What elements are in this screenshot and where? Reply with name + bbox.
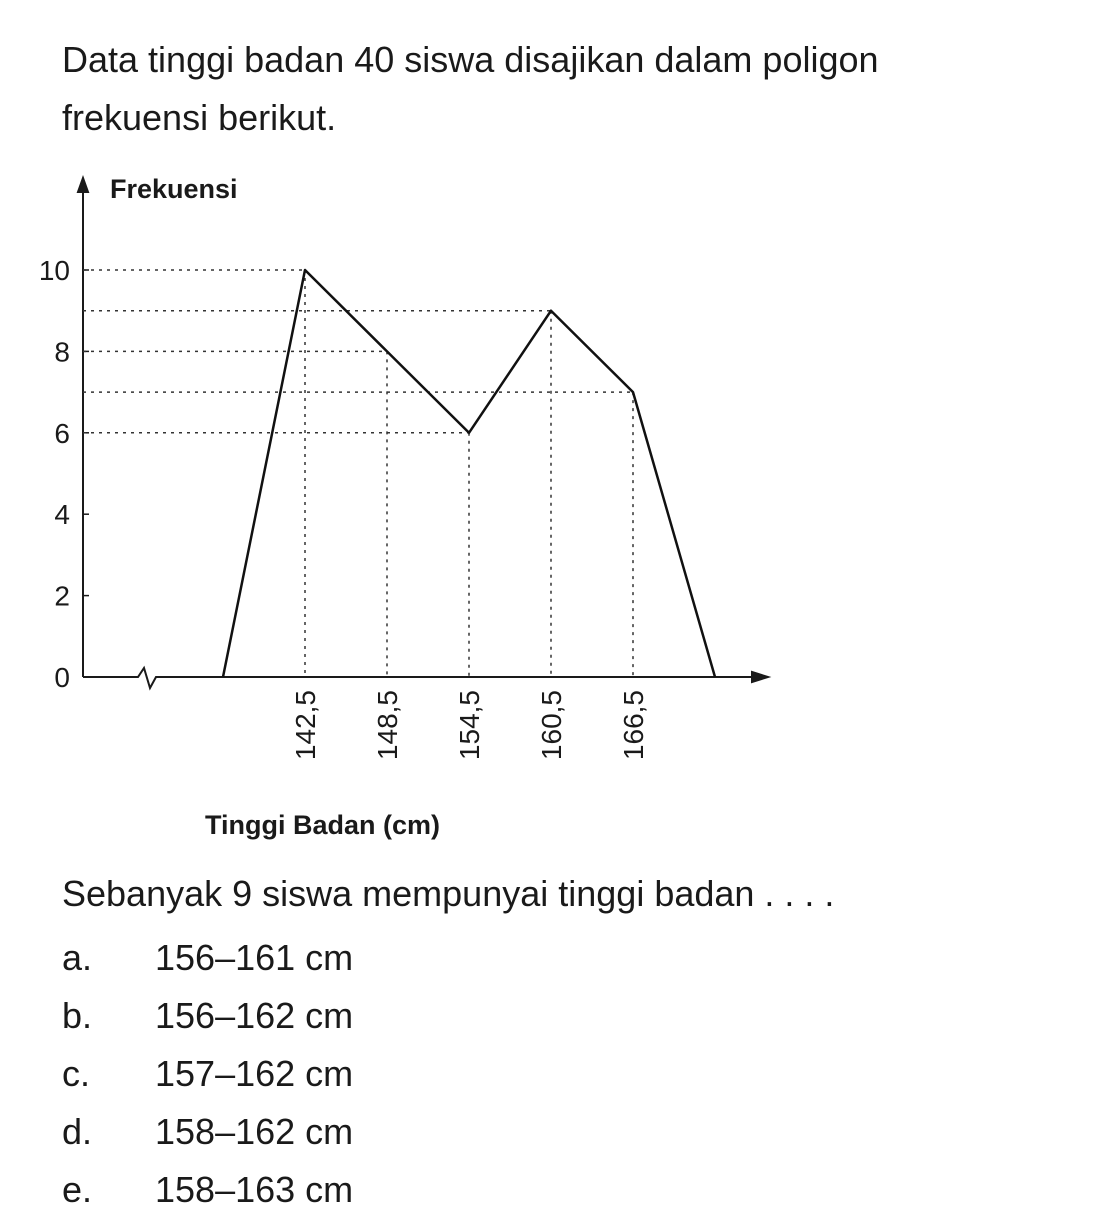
intro-line: Data tinggi badan 40 siswa disajikan dal… [62, 39, 879, 80]
x-tick-label: 166,5 [618, 690, 649, 760]
x-axis-title: Tinggi Badan (cm) [205, 810, 440, 840]
y-tick-label: 0 [54, 662, 70, 693]
y-tick-label: 10 [39, 255, 70, 286]
y-arrow [76, 175, 90, 193]
polygon-line [221, 268, 717, 678]
option-letter: e. [62, 1169, 92, 1210]
option-text: 156–161 cm [155, 937, 353, 978]
x-tick-label: 160,5 [536, 690, 567, 760]
y-tick-label: 6 [54, 418, 70, 449]
option-text: 158–163 cm [155, 1169, 353, 1210]
y-axis-title: Frekuensi [110, 174, 238, 204]
option-letter: d. [62, 1111, 92, 1152]
y-tick-label: 4 [54, 499, 70, 530]
y-tick-label: 8 [54, 336, 70, 367]
x-tick-label: 148,5 [372, 690, 403, 760]
option-letter: c. [62, 1053, 90, 1094]
x-tick-label: 154,5 [454, 690, 485, 760]
question-text: Sebanyak 9 siswa mempunyai tinggi badan … [62, 873, 834, 914]
intro-line: frekuensi berikut. [62, 97, 336, 138]
x-tick-label: 142,5 [290, 690, 321, 760]
option-text: 157–162 cm [155, 1053, 353, 1094]
y-tick-label: 2 [54, 581, 70, 612]
option-letter: b. [62, 995, 92, 1036]
x-axis [83, 665, 755, 691]
option-text: 156–162 cm [155, 995, 353, 1036]
option-text: 158–162 cm [155, 1111, 353, 1152]
x-arrow [751, 670, 772, 684]
option-letter: a. [62, 937, 92, 978]
